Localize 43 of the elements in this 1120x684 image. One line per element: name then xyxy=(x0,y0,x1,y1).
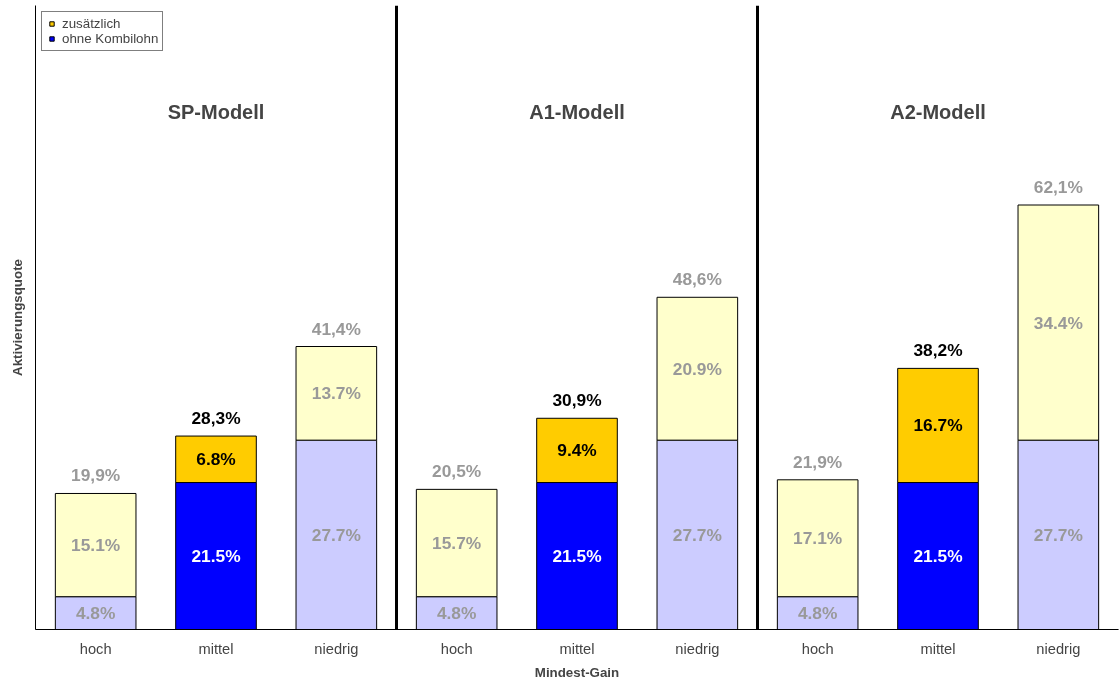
data-label: 27.7% xyxy=(311,524,361,545)
total-label: 38,2% xyxy=(913,340,963,361)
y-axis-title: Aktivierungsquote xyxy=(9,258,25,376)
x-tick-label: niedrig xyxy=(675,640,720,657)
total-label: 48,6% xyxy=(672,269,722,290)
data-label: 27.7% xyxy=(1033,524,1083,545)
data-label: 4.8% xyxy=(75,603,116,624)
x-tick-label: niedrig xyxy=(1036,640,1081,657)
total-label: 62,1% xyxy=(1033,177,1083,198)
x-tick-label: mittel xyxy=(559,640,595,657)
x-tick-label: mittel xyxy=(920,640,956,657)
x-tick-label: mittel xyxy=(198,640,234,657)
data-label: 4.8% xyxy=(436,603,477,624)
data-label: 4.8% xyxy=(797,603,838,624)
x-tick-label: hoch xyxy=(79,640,112,657)
total-label: 21,9% xyxy=(793,451,843,472)
legend-label: ohne Kombilohn xyxy=(62,31,159,46)
data-label: 9.4% xyxy=(557,440,597,461)
total-label: 30,9% xyxy=(552,390,602,411)
total-label: 19,9% xyxy=(71,465,121,486)
data-label: 15.1% xyxy=(71,535,121,556)
x-tick-label: hoch xyxy=(801,640,834,657)
legend-label: zusätzlich xyxy=(62,16,121,31)
text: SP-Modell xyxy=(167,100,265,123)
data-label: 17.1% xyxy=(793,528,843,549)
text: A2-Modell xyxy=(890,100,986,123)
data-label: 34.4% xyxy=(1033,312,1083,333)
text: A1-Modell xyxy=(529,100,625,123)
data-label: 16.7% xyxy=(913,415,963,436)
total-label: 28,3% xyxy=(191,408,241,429)
data-label: 21.5% xyxy=(552,546,602,567)
data-label: 21.5% xyxy=(913,546,963,567)
data-label: 15.7% xyxy=(432,533,482,554)
data-label: 21.5% xyxy=(191,546,241,567)
data-label: 6.8% xyxy=(196,449,236,470)
data-label: 20.9% xyxy=(672,358,722,379)
total-label: 20,5% xyxy=(432,461,482,482)
data-label: 13.7% xyxy=(311,383,361,404)
x-tick-label: niedrig xyxy=(314,640,359,657)
x-axis-title: Mindest-Gain xyxy=(534,664,620,680)
data-label: 27.7% xyxy=(672,524,722,545)
x-tick-label: hoch xyxy=(440,640,473,657)
total-label: 41,4% xyxy=(311,318,361,339)
